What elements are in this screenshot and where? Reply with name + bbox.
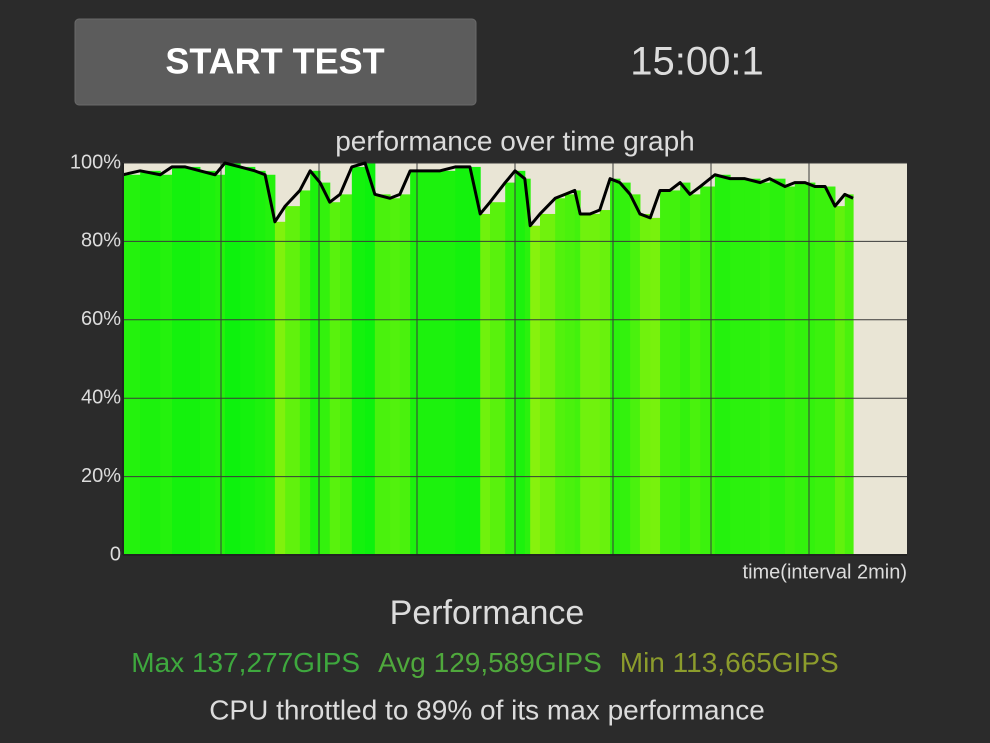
performance-band bbox=[539, 213, 556, 555]
performance-line bbox=[122, 161, 854, 228]
performance-band bbox=[480, 213, 491, 555]
performance-band bbox=[814, 186, 826, 555]
performance-band bbox=[240, 166, 256, 556]
stats-line: Max 137,277GIPS Avg 129,589GIPS Min 113,66… bbox=[131, 647, 838, 678]
y-tick-label: 100% bbox=[70, 151, 121, 173]
performance-band bbox=[805, 182, 816, 555]
performance-band bbox=[669, 190, 681, 555]
performance-band bbox=[844, 194, 854, 556]
performance-band bbox=[530, 225, 541, 555]
timer: 15:00:1 bbox=[630, 40, 763, 84]
max-stat: Max 137,277GIPS bbox=[131, 647, 360, 678]
performance-band bbox=[224, 163, 241, 555]
performance-band bbox=[265, 174, 276, 555]
performance-band bbox=[680, 182, 691, 555]
x-axis-label: time(interval 2min) bbox=[743, 561, 907, 583]
performance-band bbox=[254, 170, 266, 555]
performance-band bbox=[784, 186, 796, 555]
y-tick-label: 60% bbox=[81, 308, 121, 330]
avg-stat: Avg 129,589GIPS bbox=[378, 647, 602, 678]
performance-band bbox=[410, 170, 426, 555]
performance-band bbox=[455, 166, 471, 556]
performance-band bbox=[599, 210, 611, 556]
performance-band bbox=[319, 182, 331, 555]
performance-band bbox=[215, 174, 226, 555]
throttle-note: CPU throttled to 89% of its max performa… bbox=[209, 694, 765, 725]
performance-band bbox=[555, 198, 566, 555]
performance-band bbox=[689, 194, 701, 556]
performance-band bbox=[140, 170, 161, 555]
summary-heading: Performance bbox=[390, 594, 585, 632]
performance-band bbox=[365, 163, 376, 555]
performance-band bbox=[399, 194, 411, 556]
performance-band bbox=[310, 170, 321, 555]
performance-band bbox=[515, 170, 526, 555]
performance-band bbox=[374, 194, 391, 556]
y-tick-label: 0 bbox=[110, 543, 121, 565]
performance-band bbox=[185, 166, 201, 556]
performance-band bbox=[351, 166, 366, 556]
performance-band bbox=[172, 166, 186, 556]
performance-band bbox=[660, 190, 671, 555]
y-tick-label: 40% bbox=[81, 386, 121, 408]
performance-band bbox=[564, 194, 576, 556]
performance-band bbox=[794, 182, 806, 555]
performance-band bbox=[760, 182, 771, 555]
performance-band bbox=[274, 221, 286, 556]
performance-band bbox=[123, 174, 141, 555]
button-face[interactable] bbox=[74, 18, 477, 106]
performance-band bbox=[440, 170, 456, 555]
performance-band bbox=[285, 206, 301, 555]
performance-band bbox=[619, 182, 631, 555]
performance-band bbox=[505, 182, 516, 555]
performance-band bbox=[299, 190, 311, 555]
performance-band bbox=[490, 202, 506, 555]
chart-title: performance over time graph bbox=[335, 125, 695, 156]
performance-band bbox=[524, 178, 531, 555]
performance-band bbox=[744, 178, 761, 555]
performance-band bbox=[650, 217, 661, 555]
performance-band bbox=[714, 174, 731, 555]
performance-band bbox=[469, 166, 481, 556]
performance-band bbox=[340, 194, 353, 556]
button-label[interactable]: START TEST bbox=[165, 41, 384, 82]
performance-band bbox=[424, 170, 441, 555]
performance-band bbox=[160, 174, 173, 555]
performance-band bbox=[574, 190, 581, 555]
performance-band bbox=[630, 194, 641, 556]
min-stat: Min 113,665GIPS bbox=[620, 647, 839, 678]
performance-band bbox=[834, 206, 846, 555]
performance-band bbox=[730, 178, 746, 555]
performance-band bbox=[610, 178, 621, 555]
performance-band bbox=[639, 213, 651, 555]
performance-band bbox=[390, 198, 401, 555]
performance-band bbox=[589, 213, 601, 555]
y-tick-label: 80% bbox=[81, 230, 121, 252]
performance-band bbox=[580, 213, 591, 555]
plot bbox=[122, 161, 907, 556]
performance-band bbox=[199, 170, 216, 555]
performance-band bbox=[769, 178, 786, 555]
performance-band bbox=[700, 186, 716, 555]
start-button[interactable]: START TEST bbox=[74, 18, 477, 106]
performance-band bbox=[329, 202, 341, 555]
y-tick-label: 20% bbox=[81, 465, 121, 487]
performance-band bbox=[825, 186, 836, 555]
